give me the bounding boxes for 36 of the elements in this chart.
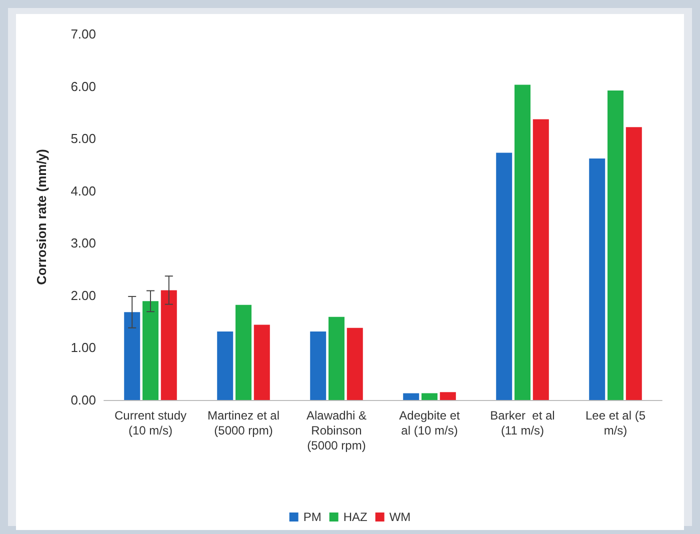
bar	[124, 312, 140, 400]
y-tick-label: 3.00	[70, 236, 96, 251]
x-tick-label: Barker et al (11 m/s)	[490, 408, 555, 438]
x-tick-label: Adegbite et al (10 m/s)	[399, 408, 461, 438]
bar	[142, 301, 158, 400]
bar	[496, 152, 512, 400]
legend-label: WM	[389, 510, 411, 524]
bar	[310, 332, 326, 400]
bar	[440, 392, 456, 400]
y-tick-label: 1.00	[70, 340, 96, 356]
y-tick-label: 7.00	[70, 26, 96, 42]
bar	[236, 304, 252, 400]
bar	[589, 158, 606, 400]
bar	[403, 393, 420, 400]
y-axis-title: Corrosion rate (mm/y)	[34, 149, 49, 285]
legend-label: PM	[303, 510, 322, 524]
bar	[328, 316, 344, 400]
y-tick-label: 4.00	[70, 183, 96, 198]
bar	[217, 332, 234, 400]
bar	[422, 393, 438, 400]
bar	[626, 127, 642, 400]
x-tick-label: Lee et al (5 m/s)	[585, 408, 646, 438]
bar	[254, 324, 270, 400]
bar	[608, 90, 624, 400]
x-tick-label: Alawadhi & Robinson (5000 rpm)	[306, 408, 367, 452]
bar	[532, 119, 549, 400]
legend-label: HAZ	[343, 510, 368, 524]
bar	[160, 290, 177, 400]
y-tick-label: 5.00	[70, 131, 96, 146]
x-tick-label: Current study (10 m/s)	[114, 408, 187, 438]
x-tick-label: Martinez et al (5000 rpm)	[207, 408, 280, 438]
y-tick-label: 0.00	[70, 392, 96, 408]
y-tick-label: 6.00	[70, 78, 96, 94]
bar	[514, 84, 530, 400]
y-tick-label: 2.00	[70, 288, 96, 303]
bar	[346, 328, 363, 400]
